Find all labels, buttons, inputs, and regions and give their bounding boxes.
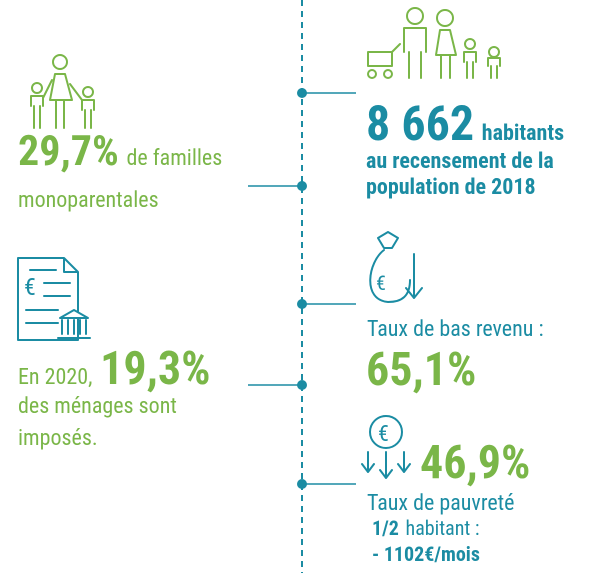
population-icon <box>367 7 501 79</box>
population-stat: 8 662 habitants <box>366 95 564 152</box>
svg-text:€: € <box>24 273 36 301</box>
families-stat: 29,7% de familles <box>18 127 222 176</box>
connectors <box>248 92 356 485</box>
value: 19,3% <box>100 342 210 396</box>
svg-text:€: € <box>376 271 386 295</box>
timeline-dots <box>297 88 307 489</box>
family-icon <box>30 54 95 129</box>
families-text: monoparentales <box>18 188 159 213</box>
poverty-value: 46,9% <box>420 436 530 490</box>
svg-text:€: € <box>378 422 389 447</box>
share-text: habitant : <box>406 516 480 540</box>
text: de familles <box>126 146 222 171</box>
prefix: En 2020, <box>18 365 92 390</box>
poverty-share: 1/2 habitant : <box>372 516 480 540</box>
taxes-stat: En 2020, 19,3% <box>18 342 210 396</box>
document-icon: € <box>17 257 91 341</box>
money-bag-icon: € <box>369 231 423 303</box>
taxes-text2: imposés. <box>18 426 98 451</box>
population-text2: population de 2018 <box>366 175 536 200</box>
low-income-label: Taux de bas revenu : <box>367 317 544 342</box>
poverty-amount: - 1102€/mois <box>372 542 480 566</box>
share: 1/2 <box>372 516 399 540</box>
value: 29,7% <box>18 127 119 176</box>
poverty-label: Taux de pauvreté <box>367 491 514 516</box>
value: 8 662 <box>366 95 474 152</box>
low-income-value: 65,1% <box>366 343 476 397</box>
population-text: au recensement de la <box>366 149 554 174</box>
taxes-text: des ménages sont <box>18 394 177 419</box>
euro-coin-icon: € <box>361 415 411 479</box>
unit: habitants <box>482 121 564 146</box>
